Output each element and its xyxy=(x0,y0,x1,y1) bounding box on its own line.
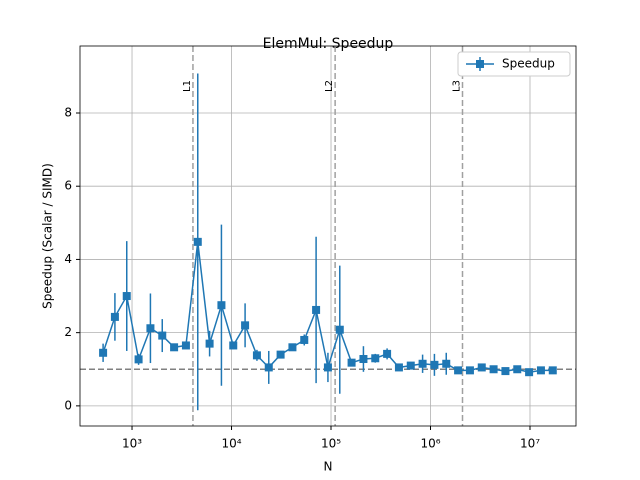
y-axis-label: Speedup (Scalar / SIMD) xyxy=(41,163,55,309)
data-point xyxy=(418,359,427,368)
threshold-label: L2 xyxy=(324,80,335,92)
data-point xyxy=(359,355,368,364)
data-point xyxy=(465,366,474,375)
data-point xyxy=(193,237,202,246)
data-point xyxy=(335,325,344,334)
data-point xyxy=(536,366,545,375)
data-point xyxy=(477,363,486,372)
x-tick-label: 10³ xyxy=(122,437,142,451)
data-point xyxy=(158,331,167,340)
y-tick-label: 2 xyxy=(64,325,72,339)
data-point xyxy=(170,343,179,352)
legend-label: Speedup xyxy=(502,57,555,71)
threshold-label: L3 xyxy=(452,80,463,92)
data-point xyxy=(217,301,226,310)
data-point xyxy=(525,368,534,377)
x-tick-label: 10⁶ xyxy=(420,437,440,451)
data-point xyxy=(181,341,190,350)
data-point xyxy=(548,366,557,375)
x-tick-label: 10⁵ xyxy=(321,437,341,451)
data-point xyxy=(276,350,285,359)
data-point xyxy=(146,324,155,333)
series-line xyxy=(102,241,553,373)
data-point xyxy=(347,358,356,367)
x-tick-label: 10⁷ xyxy=(520,437,540,451)
legend-box xyxy=(457,51,571,77)
data-point xyxy=(241,321,250,330)
data-point xyxy=(430,360,439,369)
data-point xyxy=(513,365,522,374)
data-point xyxy=(312,305,321,314)
data-point xyxy=(442,359,451,368)
chart-title: ElemMul: Speedup xyxy=(263,36,394,52)
data-point xyxy=(489,365,498,374)
data-point xyxy=(229,341,238,350)
y-tick-label: 6 xyxy=(64,179,72,193)
x-tick-label: 10⁴ xyxy=(221,437,241,451)
data-point xyxy=(99,348,108,357)
data-point xyxy=(122,292,131,301)
y-tick-label: 0 xyxy=(64,398,72,412)
data-point xyxy=(252,351,261,360)
plot-frame xyxy=(79,45,577,427)
legend-marker xyxy=(476,60,484,68)
data-point xyxy=(501,367,510,376)
y-tick-label: 8 xyxy=(64,105,72,119)
data-point xyxy=(383,349,392,358)
data-point xyxy=(288,343,297,352)
data-point xyxy=(406,361,415,370)
threshold-label: L1 xyxy=(182,80,193,92)
data-point xyxy=(323,363,332,372)
data-point xyxy=(205,339,214,348)
data-point xyxy=(264,363,273,372)
y-tick-label: 4 xyxy=(64,252,72,266)
data-point xyxy=(454,366,463,375)
data-point xyxy=(394,363,403,372)
data-point xyxy=(371,354,380,363)
data-point xyxy=(110,312,119,321)
x-axis-label: N xyxy=(324,460,333,474)
data-point xyxy=(300,335,309,344)
data-point xyxy=(134,355,143,364)
